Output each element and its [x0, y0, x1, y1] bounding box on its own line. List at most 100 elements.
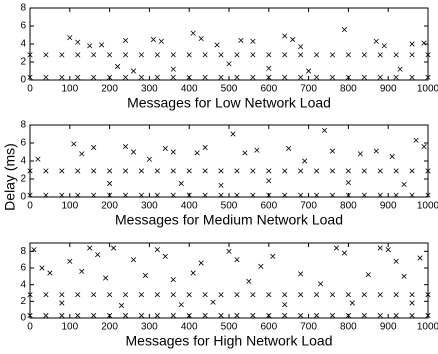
- point: [91, 192, 97, 198]
- x-tick-label: 1000: [417, 84, 438, 95]
- point: [313, 52, 320, 58]
- point: [413, 137, 419, 143]
- point: [59, 292, 65, 298]
- point: [409, 192, 415, 198]
- point: [341, 250, 348, 256]
- point: [122, 168, 129, 174]
- point: [425, 292, 431, 298]
- point: [122, 144, 129, 150]
- point: [27, 292, 33, 298]
- point: [194, 150, 200, 156]
- point: [91, 52, 97, 58]
- x-tick-label: 700: [300, 201, 317, 212]
- point: [377, 312, 383, 319]
- point: [425, 168, 431, 174]
- point: [154, 74, 160, 80]
- y-tick-label: 8: [20, 3, 26, 14]
- point: [250, 74, 256, 80]
- point: [75, 292, 81, 298]
- point: [250, 168, 256, 174]
- x-tick-label: 300: [141, 84, 158, 95]
- x-tick-label: 900: [380, 201, 397, 212]
- point: [170, 52, 176, 58]
- point: [110, 245, 117, 251]
- point: [409, 74, 415, 80]
- x-tick-label: 1000: [417, 201, 438, 212]
- point: [313, 292, 320, 298]
- point: [266, 292, 272, 298]
- point: [393, 258, 399, 264]
- point: [130, 149, 137, 155]
- point: [202, 144, 208, 151]
- point: [170, 66, 176, 72]
- point: [154, 312, 160, 319]
- point: [298, 52, 304, 58]
- x-tick-label: 1000: [417, 322, 438, 333]
- y-tick-label: 6: [20, 21, 26, 32]
- point: [361, 168, 367, 174]
- point: [202, 168, 208, 174]
- point: [282, 292, 288, 298]
- plot-frame: [29, 242, 429, 319]
- point: [349, 300, 355, 306]
- point: [202, 292, 208, 298]
- point: [186, 74, 192, 80]
- point: [329, 148, 336, 154]
- point: [377, 74, 383, 80]
- point: [361, 312, 367, 319]
- point: [393, 192, 399, 198]
- point: [122, 74, 129, 80]
- point: [71, 141, 77, 147]
- point: [421, 144, 427, 150]
- point: [250, 192, 256, 198]
- x-tick-label: 100: [61, 322, 78, 333]
- x-axis-label: Messages for High Network Load: [126, 333, 333, 349]
- y-tick-label: 8: [20, 120, 26, 131]
- point: [329, 292, 336, 298]
- y-tick-label: 0: [20, 192, 26, 203]
- point: [226, 61, 232, 67]
- point: [298, 168, 304, 174]
- point: [282, 312, 288, 319]
- point: [202, 74, 208, 80]
- point: [67, 258, 73, 264]
- y-tick-label: 4: [20, 156, 26, 167]
- point: [122, 52, 129, 58]
- point: [75, 168, 81, 174]
- point: [218, 292, 224, 298]
- point: [409, 41, 415, 47]
- x-tick-label: 600: [260, 201, 277, 212]
- point: [162, 145, 168, 151]
- point: [302, 158, 308, 164]
- point: [286, 145, 292, 151]
- point: [138, 192, 145, 198]
- point: [107, 74, 113, 80]
- point: [99, 42, 105, 48]
- point: [218, 168, 224, 174]
- point: [107, 312, 113, 319]
- point: [218, 312, 224, 319]
- x-tick-label: 700: [300, 322, 317, 333]
- point: [282, 302, 288, 308]
- point: [230, 131, 236, 137]
- point: [329, 312, 336, 319]
- point: [87, 245, 93, 251]
- point: [313, 168, 320, 174]
- point: [266, 74, 272, 80]
- x-tick-label: 300: [141, 322, 158, 333]
- point: [226, 248, 232, 254]
- point: [385, 247, 391, 253]
- point: [154, 52, 160, 58]
- point: [154, 247, 160, 253]
- point: [59, 74, 65, 80]
- x-tick-label: 0: [27, 84, 33, 95]
- point: [170, 292, 176, 298]
- point: [218, 182, 224, 188]
- point: [425, 74, 431, 80]
- x-axis-label: Messages for Medium Network Load: [115, 212, 343, 228]
- point: [401, 273, 407, 279]
- point: [178, 302, 184, 308]
- point: [333, 245, 340, 251]
- point: [313, 192, 320, 198]
